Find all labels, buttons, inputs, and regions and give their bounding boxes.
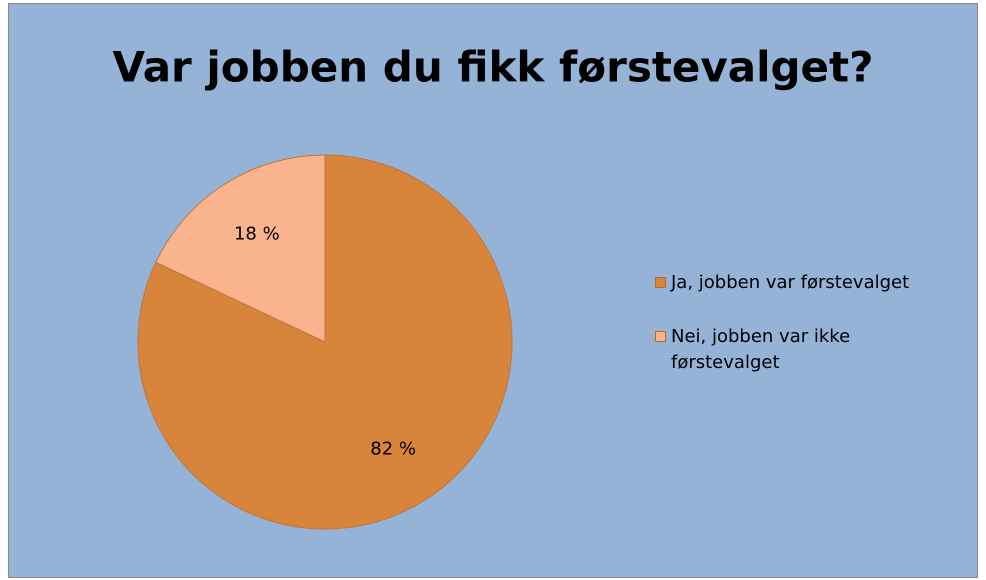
legend-swatch <box>655 331 666 342</box>
legend-label: Ja, jobben var førstevalget <box>671 272 910 293</box>
legend-item: Ja, jobben var førstevalget <box>655 270 911 296</box>
data-label: 18 % <box>234 224 280 245</box>
pie-slice <box>155 154 326 343</box>
chart-title: Var jobben du fikk førstevalget? <box>113 43 874 92</box>
legend-swatch <box>655 277 666 288</box>
legend-item: Nei, jobben var ikke førstevalget <box>655 324 911 376</box>
legend: Ja, jobben var førstevalget Nei, jobben v… <box>655 270 975 404</box>
data-label: 82 % <box>370 438 416 459</box>
legend-label: Nei, jobben var ikke førstevalget <box>671 326 851 373</box>
